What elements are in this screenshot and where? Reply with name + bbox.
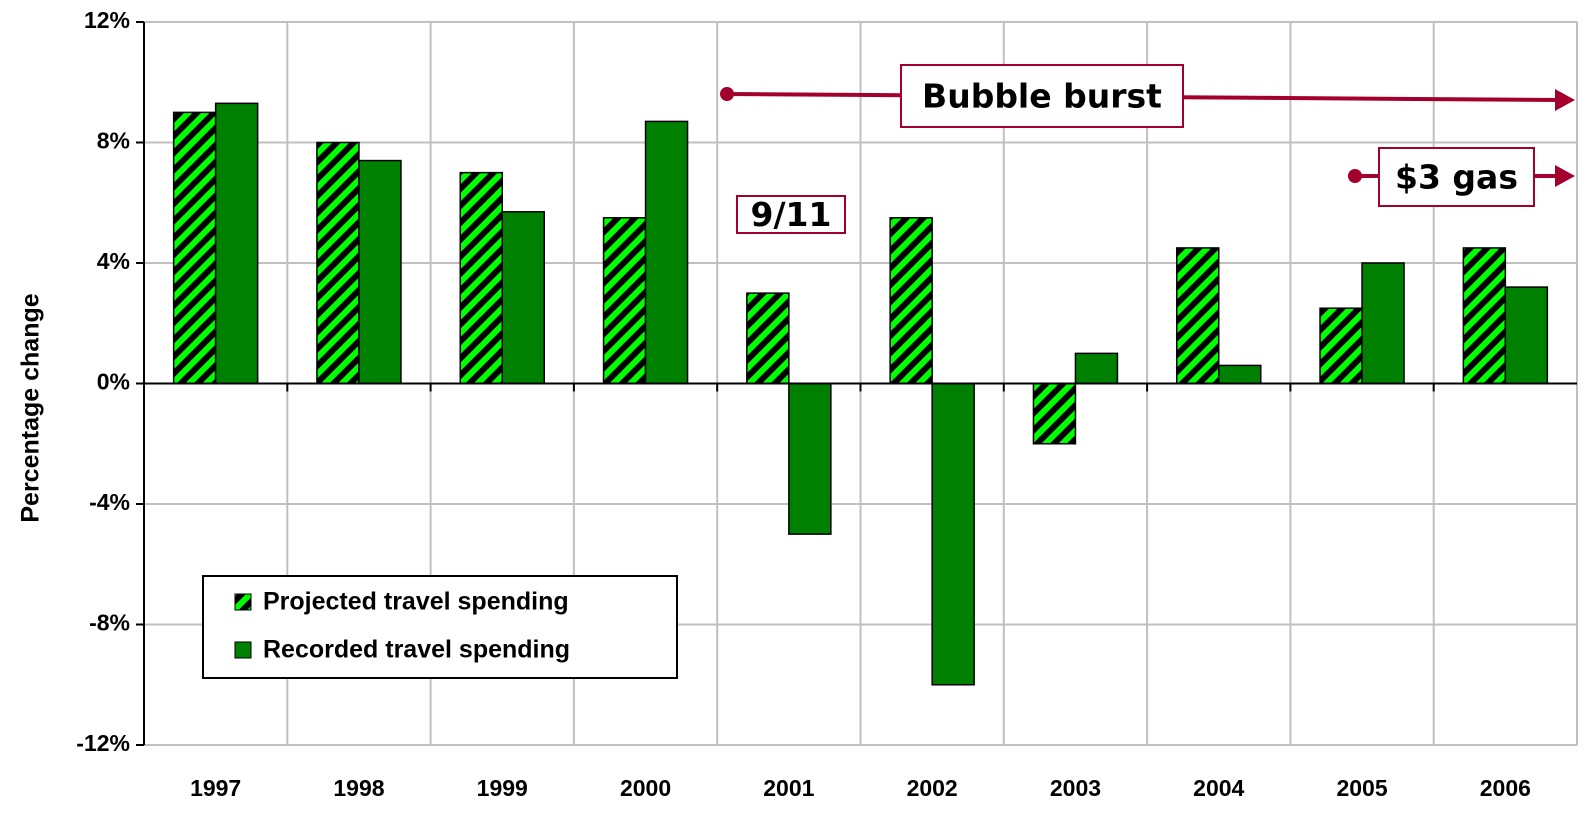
y-tick-label: 12% bbox=[84, 7, 130, 33]
y-tick-label: 0% bbox=[97, 369, 130, 395]
x-tick-label: 2001 bbox=[763, 775, 814, 801]
x-tick-label: 1997 bbox=[190, 775, 241, 801]
legend-box bbox=[202, 575, 678, 679]
y-axis-title: Percentage change bbox=[17, 293, 45, 522]
x-tick-label: 2006 bbox=[1480, 775, 1531, 801]
annotation: 9/11 bbox=[751, 195, 832, 234]
y-tick-label: -4% bbox=[89, 489, 130, 515]
bar bbox=[889, 217, 933, 385]
annotation-box bbox=[1378, 147, 1535, 207]
y-tick-label: 4% bbox=[97, 248, 130, 274]
arrow-head bbox=[1555, 89, 1575, 111]
x-tick-label: 2000 bbox=[620, 775, 671, 801]
bar bbox=[316, 141, 360, 385]
bar bbox=[358, 159, 402, 385]
y-tick-label: -12% bbox=[76, 730, 130, 756]
arrow-dot bbox=[720, 87, 734, 101]
x-tick-label: 2004 bbox=[1193, 775, 1244, 801]
x-tick-label: 2003 bbox=[1050, 775, 1101, 801]
bar bbox=[1176, 247, 1220, 385]
bar bbox=[172, 111, 217, 385]
bar bbox=[746, 292, 790, 385]
bar bbox=[788, 382, 832, 535]
x-tick-label: 1998 bbox=[333, 775, 384, 801]
legend-swatch bbox=[234, 593, 252, 611]
y-tick-label: -8% bbox=[89, 610, 130, 636]
annotation: Bubble burst bbox=[922, 77, 1162, 116]
bar bbox=[1319, 307, 1363, 385]
bar bbox=[459, 171, 503, 385]
bar bbox=[1218, 364, 1262, 385]
bar bbox=[501, 211, 545, 385]
bar bbox=[214, 102, 259, 385]
bar bbox=[602, 217, 647, 385]
x-tick-label: 1999 bbox=[477, 775, 528, 801]
annotation: $3 gas bbox=[1395, 158, 1518, 197]
bar bbox=[644, 120, 689, 385]
bar bbox=[1074, 352, 1119, 385]
annotation-box bbox=[900, 64, 1184, 128]
arrow-head bbox=[1555, 165, 1575, 187]
bar bbox=[1462, 247, 1507, 385]
legend-label: Projected travel spending bbox=[263, 588, 569, 616]
bar bbox=[931, 382, 975, 686]
bar bbox=[1032, 382, 1077, 445]
bar bbox=[1504, 286, 1549, 385]
legend-swatch bbox=[234, 641, 252, 659]
legend-label: Recorded travel spending bbox=[263, 636, 570, 664]
x-tick-label: 2002 bbox=[907, 775, 958, 801]
bar bbox=[1361, 262, 1405, 385]
x-tick-label: 2005 bbox=[1336, 775, 1387, 801]
y-tick-label: 8% bbox=[97, 128, 130, 154]
arrow-dot bbox=[1348, 169, 1362, 183]
annotation-box bbox=[736, 195, 846, 234]
